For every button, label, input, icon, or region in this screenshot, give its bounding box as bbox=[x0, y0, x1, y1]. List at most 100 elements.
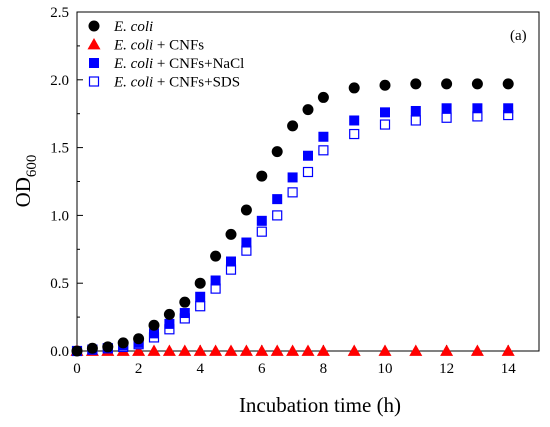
data-point-ecoli-cnfs-sds bbox=[379, 119, 391, 130]
legend-label-italic: E. coli bbox=[113, 56, 153, 72]
data-point-ecoli-cnfs-nacl bbox=[195, 291, 206, 302]
data-point-ecoli bbox=[441, 78, 453, 90]
data-point-ecoli-cnfs bbox=[470, 344, 484, 356]
data-point-ecoli-cnfs-nacl bbox=[256, 215, 267, 226]
data-point-ecoli-cnfs bbox=[239, 344, 253, 356]
data-point-ecoli-cnfs bbox=[132, 344, 146, 356]
legend-label-italic: E. coli bbox=[113, 38, 153, 54]
data-point-ecoli bbox=[225, 228, 237, 240]
x-axis-title: Incubation time (h) bbox=[239, 393, 401, 417]
legend-label: E. coli + CNFs+NaCl bbox=[113, 56, 244, 72]
data-point-ecoli bbox=[163, 308, 175, 320]
legend-label-italic: E. coli bbox=[113, 19, 153, 35]
data-point-ecoli-cnfs-sds bbox=[302, 166, 314, 178]
legend-label-suffix: + CNFs+NaCl bbox=[153, 56, 244, 72]
data-point-ecoli-cnfs bbox=[209, 344, 223, 356]
data-point-ecoli-cnfs bbox=[162, 344, 176, 356]
y-axis-title-subscript: 600 bbox=[24, 155, 40, 178]
data-point-ecoli bbox=[194, 277, 206, 289]
data-point-ecoli bbox=[148, 319, 160, 331]
legend-entry: E. coli + CNFs+SDS bbox=[88, 75, 240, 91]
data-point-ecoli-cnfs bbox=[270, 344, 284, 356]
data-point-ecoli-cnfs bbox=[409, 344, 423, 356]
data-point-ecoli-cnfs-nacl bbox=[272, 194, 283, 205]
x-tick-label: 12 bbox=[439, 361, 454, 377]
series-ecoli bbox=[71, 78, 514, 357]
data-point-ecoli-cnfs-nacl bbox=[226, 256, 236, 267]
data-point-ecoli bbox=[302, 104, 314, 116]
data-point-ecoli-cnfs bbox=[440, 344, 454, 356]
data-point-ecoli bbox=[210, 250, 222, 262]
y-tick-label: 0.5 bbox=[50, 276, 69, 292]
data-point-ecoli-cnfs-nacl bbox=[164, 318, 175, 329]
legend-marker bbox=[88, 20, 100, 32]
data-point-ecoli bbox=[410, 78, 422, 90]
legend-marker bbox=[89, 58, 99, 68]
x-tick-label: 10 bbox=[378, 361, 393, 377]
data-point-ecoli bbox=[271, 146, 283, 158]
x-tick-label: 8 bbox=[320, 361, 328, 377]
y-tick-label: 2.0 bbox=[50, 73, 69, 89]
data-point-ecoli-cnfs bbox=[224, 344, 238, 356]
legend-label-italic: E. coli bbox=[113, 75, 153, 91]
data-point-ecoli bbox=[348, 82, 360, 94]
data-point-ecoli bbox=[86, 342, 98, 354]
data-point-ecoli-cnfs bbox=[301, 344, 315, 356]
data-point-ecoli-cnfs bbox=[316, 344, 330, 356]
data-point-ecoli-cnfs-nacl bbox=[318, 131, 329, 142]
data-point-ecoli-cnfs bbox=[378, 344, 392, 356]
data-point-ecoli-cnfs-nacl bbox=[241, 237, 252, 248]
x-tick-label: 2 bbox=[135, 361, 143, 377]
legend-label: E. coli + CNFs bbox=[113, 38, 204, 54]
data-point-ecoli bbox=[502, 78, 514, 90]
data-point-ecoli bbox=[317, 91, 329, 103]
data-point-ecoli-cnfs-nacl bbox=[149, 328, 159, 339]
data-point-ecoli-cnfs bbox=[347, 344, 361, 356]
legend-label: E. coli bbox=[113, 19, 153, 35]
data-point-ecoli-cnfs-nacl bbox=[210, 275, 221, 286]
data-point-ecoli-cnfs-nacl bbox=[503, 103, 514, 114]
legend-entry: E. coli + CNFs+NaCl bbox=[89, 56, 244, 72]
data-point-ecoli-cnfs bbox=[147, 344, 161, 356]
data-point-ecoli-cnfs-sds bbox=[272, 210, 283, 221]
y-tick-label: 1.0 bbox=[50, 208, 69, 224]
data-point-ecoli-cnfs-sds bbox=[349, 128, 360, 140]
data-point-ecoli-cnfs bbox=[178, 344, 192, 356]
data-point-ecoli bbox=[179, 296, 191, 308]
x-tick-label: 6 bbox=[258, 361, 266, 377]
plot-area bbox=[76, 11, 540, 352]
data-point-ecoli bbox=[379, 79, 391, 91]
x-tick-label: 14 bbox=[501, 361, 517, 377]
data-point-ecoli-cnfs-nacl bbox=[472, 103, 483, 114]
data-point-ecoli-cnfs-nacl bbox=[380, 107, 390, 118]
data-point-ecoli-cnfs-nacl bbox=[349, 115, 360, 126]
data-point-ecoli-cnfs-nacl bbox=[410, 105, 421, 116]
y-tick-label: 2.5 bbox=[50, 5, 69, 21]
legend-label-suffix: + CNFs bbox=[153, 38, 204, 54]
data-point-ecoli-cnfs bbox=[286, 344, 300, 356]
data-point-ecoli-cnfs bbox=[501, 344, 515, 356]
data-point-ecoli-cnfs bbox=[255, 344, 269, 356]
y-tick-label: 0.0 bbox=[50, 344, 69, 360]
data-point-ecoli bbox=[471, 78, 483, 90]
data-point-ecoli bbox=[102, 341, 114, 353]
data-point-ecoli-cnfs-sds bbox=[256, 226, 267, 237]
legend-marker bbox=[87, 38, 101, 50]
legend-entry: E. coli bbox=[88, 19, 153, 35]
legend-entry: E. coli + CNFs bbox=[87, 38, 204, 54]
data-point-ecoli bbox=[240, 204, 252, 216]
data-point-ecoli-cnfs-nacl bbox=[441, 103, 452, 114]
data-point-ecoli bbox=[256, 170, 268, 182]
data-point-ecoli-cnfs bbox=[193, 344, 207, 356]
data-points bbox=[70, 78, 515, 357]
y-axis-title: OD600 bbox=[11, 155, 40, 208]
legend-label: E. coli + CNFs+SDS bbox=[113, 75, 240, 91]
y-axis-title-main: OD bbox=[11, 177, 35, 207]
tick-labels: 0 2 4 6 8 10 12 14 0.0 0.5 1.0 1.5 2.0 2.5 bbox=[50, 5, 516, 377]
x-tick-label: 4 bbox=[196, 361, 204, 377]
x-tick-label: 0 bbox=[73, 361, 81, 377]
data-point-ecoli bbox=[133, 333, 145, 345]
legend-marker bbox=[88, 76, 100, 87]
